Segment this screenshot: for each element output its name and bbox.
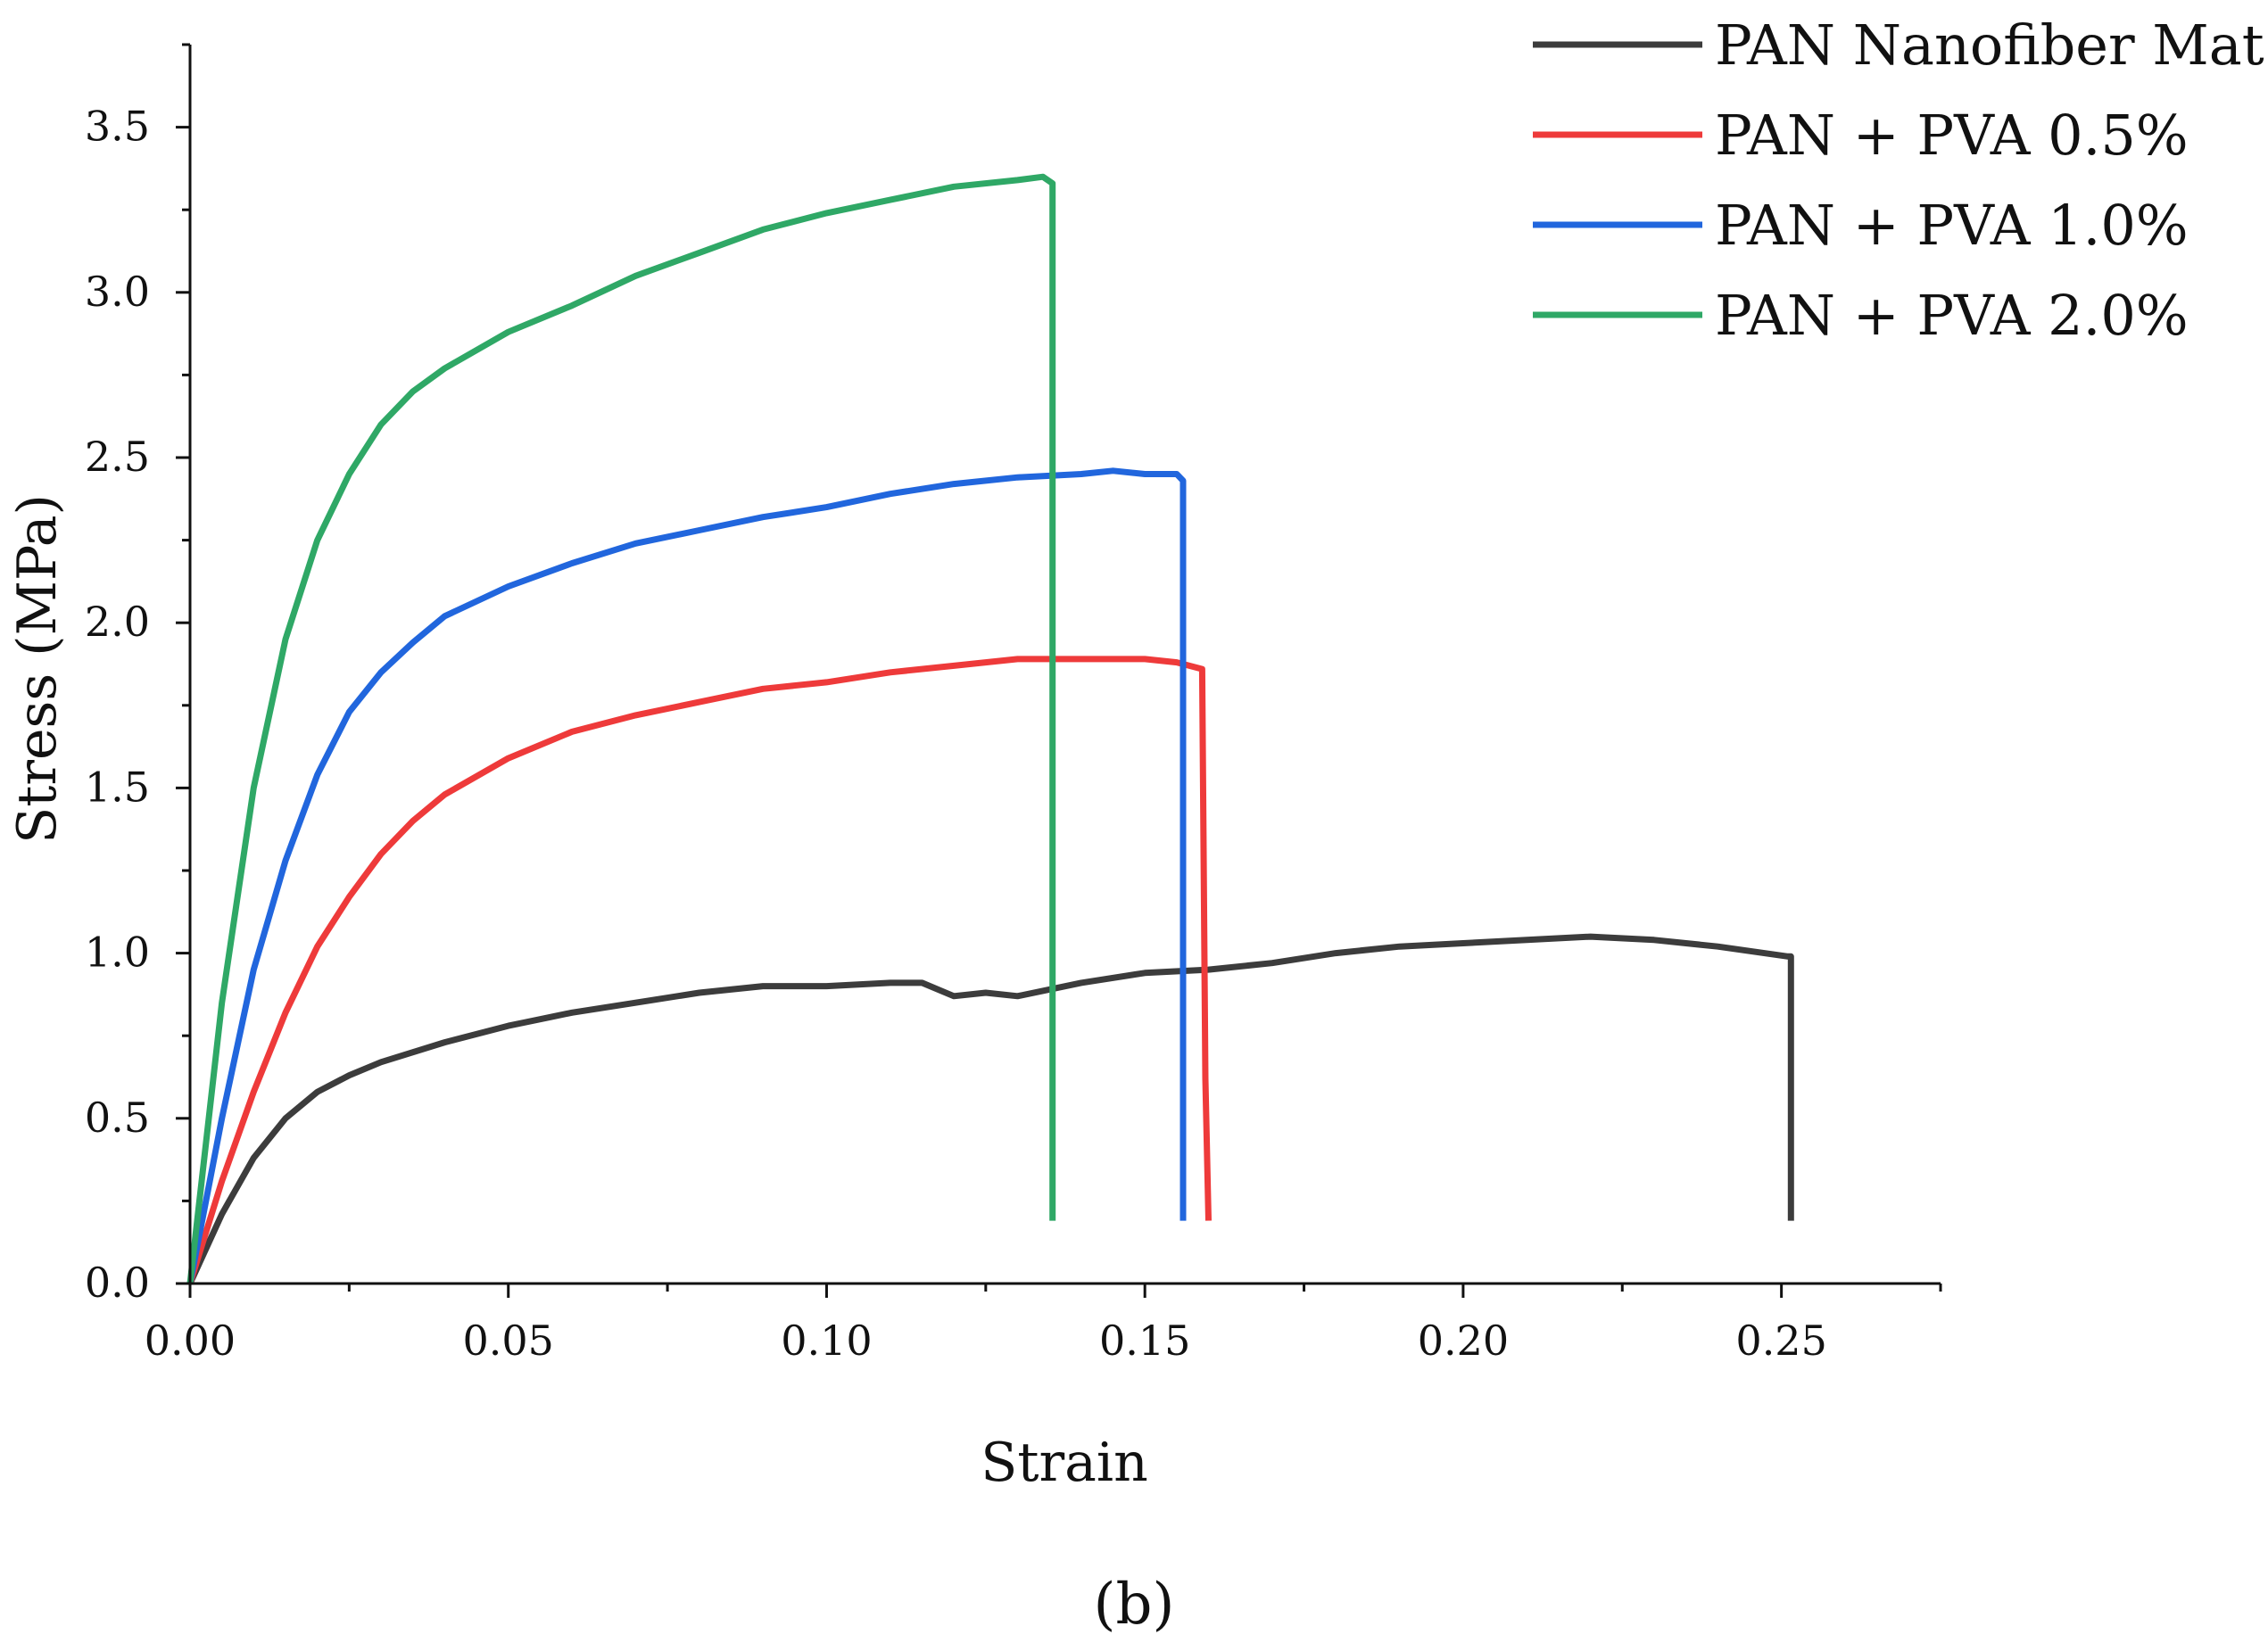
- series-layer: [186, 173, 1794, 1285]
- y-tick-label: 1.5: [85, 763, 150, 811]
- x-tick-label: 0.20: [1418, 1317, 1509, 1365]
- x-tick-label: 0.00: [145, 1317, 236, 1365]
- panel-label: (b): [1094, 1572, 1175, 1638]
- y-tick-label: 2.0: [85, 598, 150, 646]
- x-tick-label: 0.25: [1735, 1317, 1826, 1365]
- y-tick-label: 0.5: [85, 1094, 150, 1142]
- y-tick-label: 3.0: [85, 268, 150, 316]
- y-tick-label: 0.0: [85, 1259, 150, 1307]
- axes: [188, 45, 1941, 1285]
- series-line-4: [186, 173, 1056, 1284]
- legend-label-1: PAN Nanofiber Mat: [1715, 12, 2264, 78]
- y-axis-title: Stress (MPa): [6, 494, 69, 844]
- x-tick-label: 0.15: [1099, 1317, 1190, 1365]
- x-tick-label: 0.05: [463, 1317, 554, 1365]
- series-line-1: [186, 933, 1794, 1285]
- y-tick-label: 2.5: [85, 433, 150, 481]
- legend-label-3: PAN + PVA 1.0%: [1715, 193, 2189, 258]
- x-axis-title: Strain: [981, 1432, 1148, 1494]
- y-tick-label: 1.0: [85, 929, 150, 977]
- series-line-3: [186, 467, 1187, 1284]
- series-line-2: [186, 656, 1212, 1285]
- x-tick-label: 0.10: [781, 1317, 872, 1365]
- legend-label-4: PAN + PVA 2.0%: [1715, 283, 2189, 348]
- x-ticks: 0.00 0.05 0.10 0.15 0.20 0.25: [145, 1284, 1942, 1365]
- y-tick-label: 3.5: [85, 103, 150, 151]
- y-ticks: 0.0 0.5 1.0 1.5 2.0 2.5 3.0 3.5: [85, 43, 190, 1307]
- legend-label-2: PAN + PVA 0.5%: [1715, 103, 2189, 168]
- legend: PAN Nanofiber Mat PAN + PVA 0.5% PAN + PVA…: [1533, 12, 2264, 348]
